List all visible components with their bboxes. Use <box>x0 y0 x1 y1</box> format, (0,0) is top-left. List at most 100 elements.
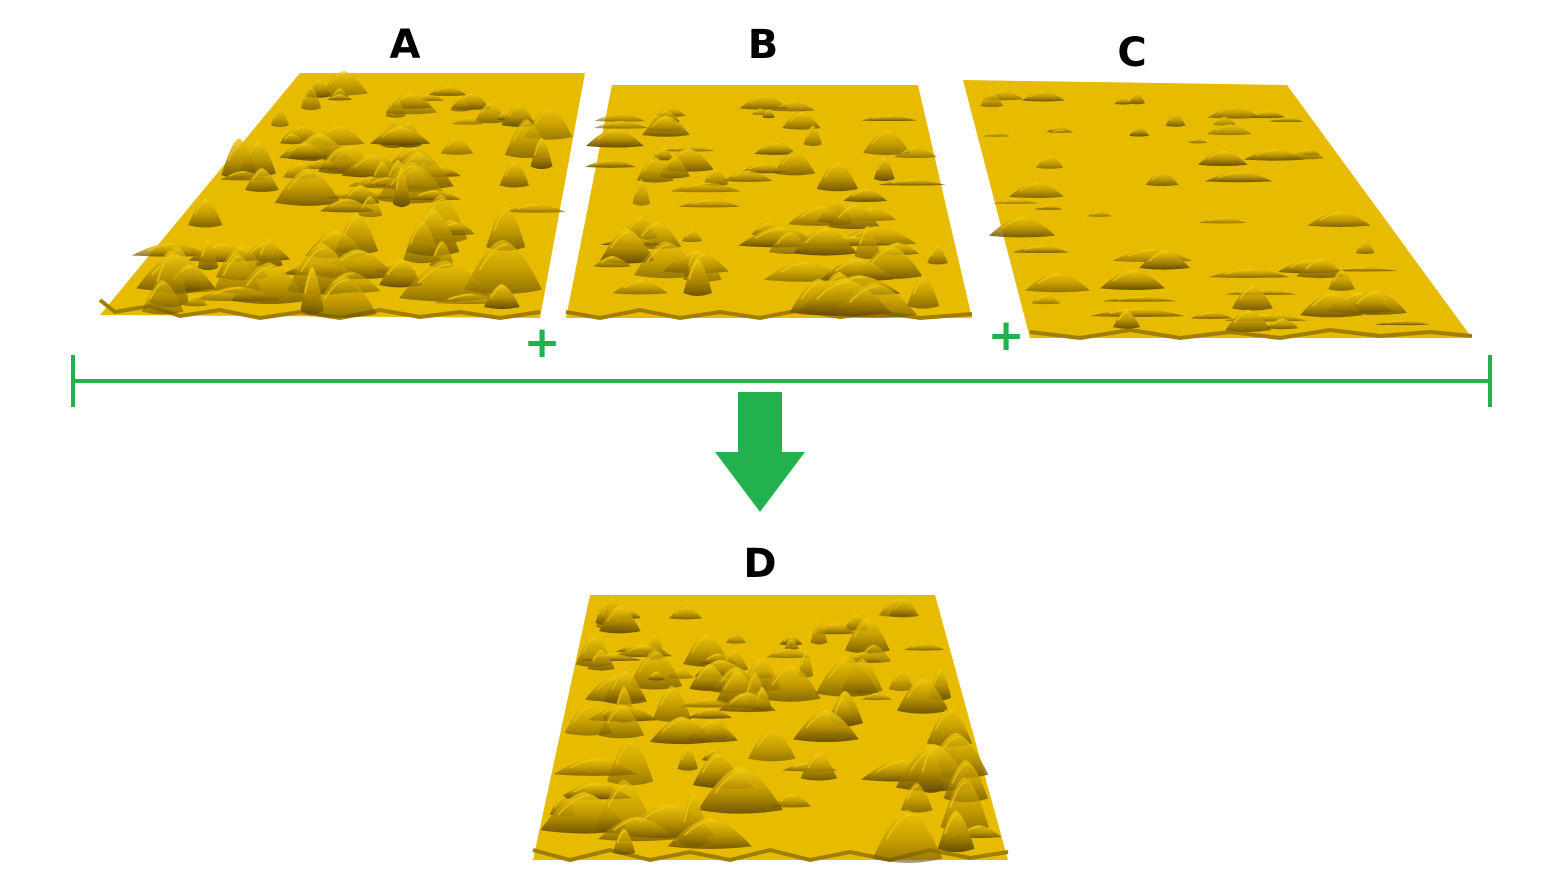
terrain-highlight <box>1215 124 1232 131</box>
terrain-bump <box>1047 129 1075 133</box>
terrain-bump <box>399 260 493 302</box>
terrain-bump <box>677 746 699 771</box>
terrain-highlight <box>395 169 403 190</box>
terrain-highlight <box>805 712 830 729</box>
terrain-highlight <box>533 109 552 126</box>
terrain-highlight <box>906 680 926 699</box>
terrain-bump <box>679 698 738 708</box>
terrain-bump <box>678 199 741 208</box>
terrain-bump <box>832 282 917 318</box>
terrain-highlight <box>779 262 810 274</box>
terrain-panel-d <box>532 595 1009 863</box>
terrain-bump <box>854 225 881 259</box>
terrain-highlight <box>1385 319 1405 324</box>
terrain-highlight <box>480 103 493 115</box>
terrain-highlight <box>1036 295 1048 301</box>
terrain-highlight <box>554 796 565 808</box>
terrain-highlight <box>1117 296 1144 301</box>
terrain-highlight <box>683 820 715 836</box>
terrain-highlight <box>848 615 858 624</box>
terrain-bump <box>530 137 553 170</box>
terrain-highlight <box>1108 308 1143 314</box>
terrain-highlight <box>911 643 927 648</box>
terrain-panel-c <box>963 80 1473 341</box>
terrain-highlight <box>984 94 994 102</box>
terrain-highlight <box>867 693 879 698</box>
terrain-highlight <box>851 189 868 197</box>
terrain-bump <box>768 231 811 254</box>
terrain-bump <box>771 100 815 112</box>
terrain-bump <box>647 671 665 681</box>
terrain-highlight <box>1001 217 1026 229</box>
terrain-front-edge <box>1029 327 1473 341</box>
terrain-highlight <box>834 699 845 714</box>
terrain-highlight <box>885 599 899 609</box>
panel-label-a: A <box>390 22 421 68</box>
terrain-bump <box>873 156 895 181</box>
terrain-bump <box>245 168 279 192</box>
terrain-highlight <box>361 197 372 208</box>
terrain-bump <box>718 692 776 713</box>
terrain-highlight <box>187 295 197 302</box>
terrain-highlight <box>783 635 793 642</box>
terrain-highlight <box>212 287 243 296</box>
terrain-highlight <box>592 651 603 662</box>
terrain-highlight <box>606 607 622 622</box>
terrain-highlight <box>604 121 624 126</box>
terrain-bump <box>587 649 615 671</box>
terrain-highlight <box>651 117 669 128</box>
terrain-highlight <box>706 653 721 660</box>
terrain-highlight <box>640 223 659 238</box>
terrain-highlight <box>660 688 675 707</box>
terrain-bump <box>636 156 674 183</box>
terrain-highlight <box>1291 149 1307 156</box>
terrain-highlight <box>935 710 952 730</box>
terrain-bump <box>667 817 752 849</box>
terrain-bump <box>593 255 632 268</box>
terrain-bump <box>1102 296 1177 302</box>
terrain-bump <box>407 190 461 201</box>
terrain-highlight <box>656 149 665 156</box>
terrain-bump <box>450 95 471 112</box>
terrain-bump <box>320 70 368 96</box>
terrain-bump <box>803 125 823 147</box>
terrain-highlight <box>815 281 850 300</box>
terrain-bump <box>937 810 975 853</box>
terrain-highlight <box>284 133 294 140</box>
terrain-bump <box>641 115 690 137</box>
terrain-highlight <box>374 162 384 176</box>
terrain-highlight <box>1023 245 1044 251</box>
terrain-bump <box>594 113 645 122</box>
terrain-highlight <box>229 171 246 177</box>
terrain-highlight <box>807 754 821 769</box>
terrain-bump <box>670 182 741 193</box>
terrain-highlight <box>779 101 796 108</box>
terrain-highlight <box>594 159 613 165</box>
terrain-highlight <box>573 706 591 723</box>
terrain-highlight <box>801 652 807 666</box>
terrain-bump <box>688 708 733 719</box>
terrain-highlight <box>371 177 390 184</box>
terrain-bump <box>1206 124 1253 136</box>
terrain-bump <box>1165 113 1186 127</box>
terrain-bump <box>1139 250 1190 270</box>
terrain-highlight <box>1040 156 1052 164</box>
terrain-bump <box>894 146 938 159</box>
terrain-highlight <box>1091 211 1101 215</box>
terrain-bump <box>927 244 948 265</box>
terrain-bump <box>628 650 683 690</box>
terrain-bump <box>1225 309 1272 332</box>
terrain-highlight <box>1168 113 1177 121</box>
terrain-highlight <box>921 749 933 773</box>
terrain-highlight <box>289 163 303 172</box>
terrain-highlight <box>786 639 793 646</box>
terrain-highlight <box>910 747 938 771</box>
terrain-bump <box>598 704 645 739</box>
terrain-bump <box>1269 117 1304 122</box>
terrain-highlight <box>323 279 348 300</box>
terrain-highlight <box>813 621 821 634</box>
terrain-bump <box>483 284 520 310</box>
terrain-bump <box>889 598 919 618</box>
terrain-highlight <box>944 813 959 834</box>
terrain-highlight <box>650 671 658 677</box>
